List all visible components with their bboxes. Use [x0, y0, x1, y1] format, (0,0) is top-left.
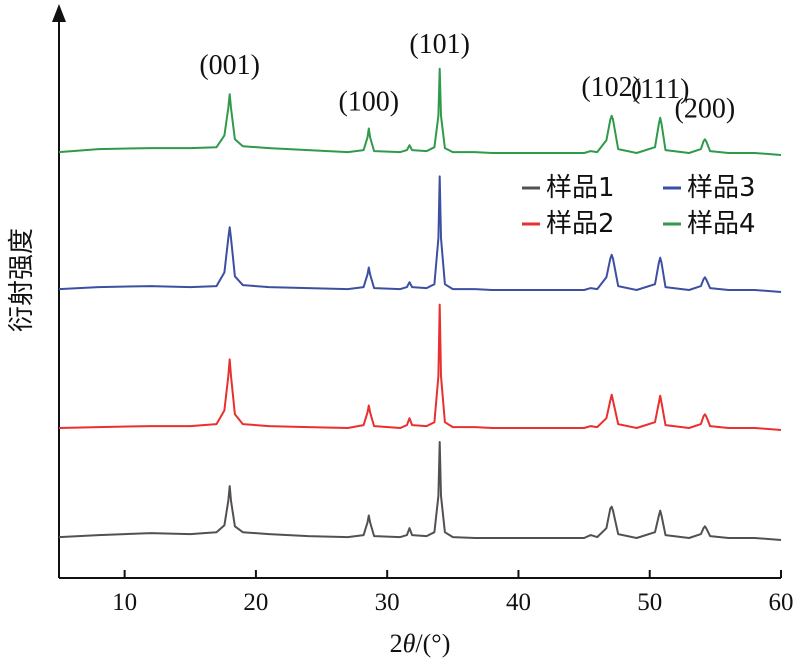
peak-label-2: (100) — [338, 87, 399, 118]
x-tick-label-60: 60 — [769, 589, 794, 616]
peak-label-4: (102) — [581, 72, 642, 103]
series-line-2 — [58, 303, 782, 431]
x-tick-label-40: 40 — [506, 589, 531, 616]
x-ticks: 10 20 30 40 50 60 — [112, 570, 794, 616]
x-tick-label-20: 20 — [243, 589, 268, 616]
x-tick-label-10: 10 — [112, 589, 137, 616]
peak-label-5: (111) — [631, 74, 690, 105]
series-line-4 — [58, 67, 782, 156]
legend-label-4: 样品4 — [687, 209, 756, 239]
x-tick-label-30: 30 — [375, 589, 400, 616]
series-line-3 — [58, 175, 782, 293]
x-tick-label-50: 50 — [637, 589, 662, 616]
legend-label-3: 样品2 — [546, 209, 615, 239]
series-line-1 — [58, 441, 782, 541]
peak-label-6: (200) — [675, 93, 736, 124]
y-axis-arrow — [52, 4, 66, 22]
series-layer — [58, 67, 782, 541]
axes — [52, 4, 781, 579]
y-axis-label: 衍射强度 — [7, 228, 37, 332]
legend-label-2: 样品3 — [687, 173, 756, 203]
peak-labels: (001) (100) (101) (102)(111)(200) — [199, 29, 735, 125]
legend-label-1: 样品1 — [546, 173, 615, 203]
peak-label-3: (101) — [409, 29, 470, 60]
peak-label-1: (001) — [199, 50, 260, 81]
x-axis-label: 2θ/(°) — [390, 629, 451, 658]
legend: 样品1 样品3 样品2 样品4 — [522, 173, 756, 239]
